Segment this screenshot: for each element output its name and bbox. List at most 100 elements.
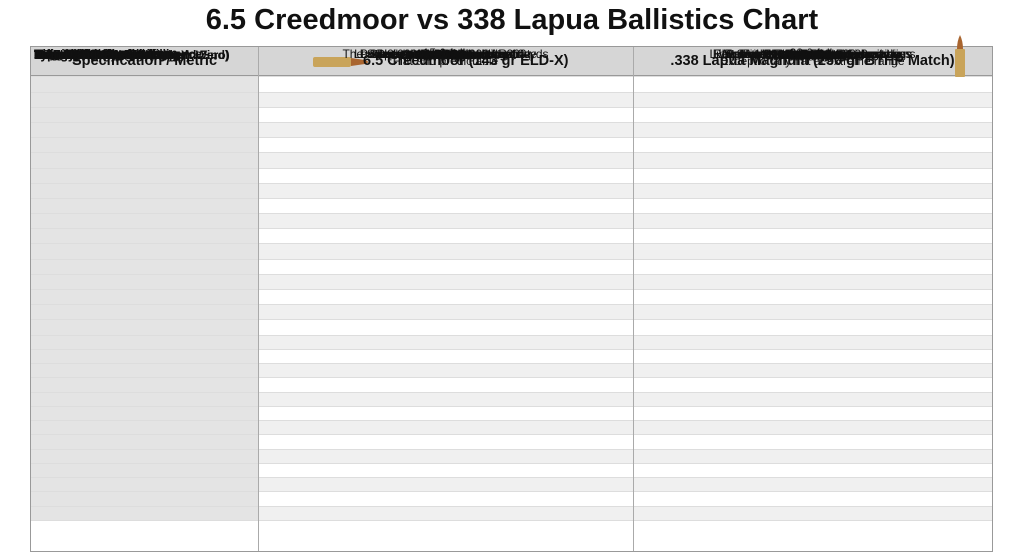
- row-value: Standard short action / AR-10: [366, 47, 525, 62]
- row-value: 1,855 ft-lbs: [415, 47, 476, 62]
- row-value: Extremely high: [772, 47, 853, 62]
- row-value: 2,000 to 3,000 rounds: [387, 47, 504, 62]
- header-row: [31, 47, 992, 76]
- table-row: Target Shooting Performance The standard …: [31, 47, 992, 393]
- row-value: 2,282 fps: [420, 47, 471, 62]
- row-label: Hunting Performance: [34, 47, 157, 62]
- row-value: 3,716 ft-lbs: [782, 47, 843, 62]
- col-divider: [258, 47, 259, 551]
- row-value: Moderate to limited: [761, 47, 864, 62]
- row-label-bg: [31, 449, 258, 463]
- row-label: Muzzle Energy: [34, 47, 118, 62]
- row-label-bg: [31, 77, 258, 92]
- row-value: 0.313: [797, 47, 828, 62]
- row-value: 2,457 fps: [787, 47, 838, 62]
- table-row: Effective Hunting Range 500 to 600 yards 1…: [31, 48, 992, 290]
- table-row: Energy at 100 Yards 2,075 ft-lbs 4,111 ft-…: [31, 48, 992, 199]
- table-row: Muzzle Velocity 2,700 fps 2,860 fps: [31, 48, 992, 123]
- row-label-bg: [31, 153, 258, 168]
- title: 6.5 Creedmoor vs 338 Lapua Ballistics Ch…: [205, 4, 819, 36]
- overlap-text: Exceptionally flat at extreme range: [720, 54, 905, 69]
- row-value: ~15.0 ft-lbs: [415, 45, 476, 60]
- row-value: Unstoppable kinetic energy: [740, 47, 885, 62]
- table-row: Best Use Cases Precision shooting, deer h…: [31, 47, 992, 493]
- row-value: 4,540 ft-lbs: [782, 47, 843, 62]
- table-row: Bullet Diameter .264 inches .338 inches: [31, 48, 992, 93]
- col-divider: [633, 47, 634, 551]
- row-value: Brutal recoil, massive cost: [742, 47, 883, 62]
- row-value: .264 inches: [414, 47, 477, 62]
- row-label: Maximum Effective Range: [34, 47, 183, 62]
- row-label: Magazine Compatibility: [34, 47, 168, 62]
- table-row: Energy at 200 Yards 1,855 ft-lbs 3,716 ft-…: [31, 48, 992, 215]
- row-label: Energy at 200 Yards: [34, 47, 148, 62]
- row-label-bg: [31, 421, 258, 435]
- row-label: Ammunition Availability: [34, 47, 170, 62]
- row-value: 2,315 ft-lbs: [415, 47, 476, 62]
- row-label: Velocity at 300 Yards: [34, 47, 153, 62]
- row-value: Precision shooting, deer hunting: [359, 47, 532, 62]
- row-label-bg: [31, 274, 258, 289]
- table-row: Muzzle Energy 2,315 ft-lbs 4,540 ft-lbs: [31, 48, 992, 184]
- table-row: Ballistic Coefficient (G1) 0.293 0.313: [31, 48, 992, 275]
- row-value: 2,208 fps: [787, 47, 838, 62]
- table-row: Long-Range Performance Supersonic past 1,…: [31, 47, 992, 407]
- table-row: Maximum Effective Range 1,200 to 1,400 ya…: [31, 48, 992, 306]
- row-label-bg: [31, 198, 258, 214]
- row-label-bg: [31, 168, 258, 183]
- table-row: Hunting Performance Deer, antelope, feral…: [31, 47, 992, 379]
- row-label-bg: [31, 478, 258, 492]
- row-label-bg: [31, 392, 258, 406]
- row-label: Bullet Drop (500 Yds, 200 Yd Zero): [34, 47, 230, 62]
- row-value: 1:9 to 1:10: [784, 47, 841, 62]
- row-label: Barrel Life: [34, 47, 94, 62]
- row-value: 0.625: [430, 47, 461, 62]
- row-value: The standard for PRS inside 1,200 yds: [342, 47, 549, 62]
- row-value: 1,200 to 1,400 yards: [390, 47, 501, 62]
- row-label-bg: [31, 229, 258, 244]
- row-value: 1:8: [437, 47, 454, 62]
- row-value: Elk, moose, large bear, African plains: [713, 47, 912, 62]
- row-value: Universal in short actions: [378, 47, 513, 62]
- table-row: Main Disadvantages Lacks energy for massi…: [31, 47, 992, 521]
- row-label: Recoil (Free Recoil Energy): [34, 47, 191, 62]
- header-cell: Specification / Metric: [71, 53, 218, 69]
- row-value: 2,556 fps: [420, 47, 471, 62]
- row-value: World-class for extreme long-range: [718, 47, 907, 62]
- table-row: Typical Bullet Weight 120 to 147 grains 25…: [31, 48, 992, 108]
- row-value: 2,700 fps: [420, 47, 471, 62]
- row-label-bg: [31, 364, 258, 378]
- table-row: Velocity at 100 Yards 2,556 fps 2,722 fps: [31, 48, 992, 139]
- table-row: Main Advantages Low recoil, cheap ammo, a…: [31, 47, 992, 507]
- row-label: Wind Drift (500 Yds, 10 mph Wind): [34, 47, 229, 62]
- row-label: Target Shooting Performance: [34, 47, 202, 62]
- row-label-bg: [31, 183, 258, 198]
- row-value: Specialized magnum magazines: [726, 47, 899, 62]
- row-value: Excellent: [421, 47, 470, 62]
- row-value: Limited to specialized magnum actions: [709, 47, 916, 62]
- table-row: Velocity at 200 Yards 2417 fps 2,457 fps: [31, 48, 992, 154]
- row-value: Supersonic past 1,500 yards: [736, 47, 889, 62]
- row-label: Velocity at 200 Yards: [34, 47, 153, 62]
- row-value: 0.648: [797, 47, 828, 62]
- row-label: Parent Case: [34, 47, 104, 62]
- row-label-bg: [31, 406, 258, 421]
- row-label-bg: [31, 463, 258, 478]
- row-value: 4,111 ft-lbs: [783, 47, 842, 62]
- row-label-bg: [31, 492, 258, 506]
- table: Specification / Metric 6.5 Creedmoor (143…: [30, 35, 993, 552]
- row-label-bg: [31, 214, 258, 229]
- row-value: -44.5 inches: [412, 47, 479, 62]
- row-label: Energy at 100 Yards: [34, 47, 148, 62]
- row-value: .338 inches: [781, 47, 844, 62]
- row-label-bg: [31, 122, 258, 138]
- row-label: Main Advantages: [34, 47, 133, 62]
- table-row: Suppressor Compatibility Excellent Require…: [31, 47, 992, 479]
- row-label: Accuracy Potential: [34, 47, 143, 62]
- row-label-bg: [31, 92, 258, 107]
- bullet-icon: [313, 57, 368, 67]
- row-value: 1,000+ yards: [777, 47, 848, 62]
- row-value: Dominates ELR past 1,500 yards: [724, 47, 901, 62]
- row-label: Bullet Diameter: [34, 47, 123, 62]
- row-value: 500 to 600 yards: [400, 47, 491, 62]
